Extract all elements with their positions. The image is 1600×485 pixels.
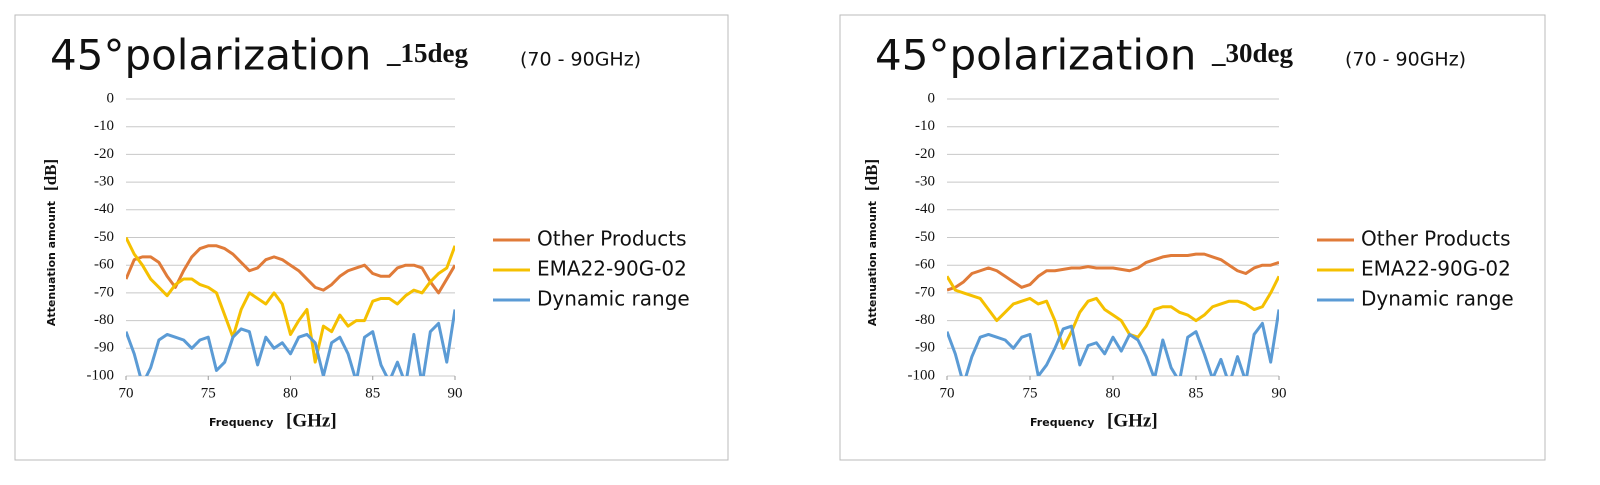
series-line — [947, 252, 1279, 292]
y-tick-label: -90 — [915, 340, 935, 356]
series-line — [947, 275, 1279, 350]
panel-border — [839, 14, 1546, 461]
y-tick-label: -50 — [94, 229, 114, 245]
y-tick-label: -10 — [94, 118, 114, 134]
y-tick-label: -50 — [915, 229, 935, 245]
y-tick-label: -100 — [87, 367, 115, 383]
y-axis-unit: [dB] — [41, 159, 60, 191]
legend-label: Dynamic range — [1361, 287, 1514, 311]
y-tick-label: -30 — [94, 174, 114, 190]
y-tick-label: 0 — [107, 90, 115, 106]
y-axis-label-text: Attenuation amount — [45, 201, 58, 326]
y-tick-label: -30 — [915, 174, 935, 190]
x-tick-label: 80 — [283, 385, 298, 401]
series-line — [126, 244, 455, 295]
legend-label: EMA22-90G-02 — [1361, 257, 1511, 281]
y-axis-unit: [dB] — [862, 159, 881, 191]
x-axis-label: Frequency — [1030, 416, 1094, 429]
panel-border — [14, 14, 729, 461]
y-axis-label-text: Attenuation amount — [866, 201, 879, 326]
x-tick-label: 90 — [1272, 385, 1287, 401]
y-axis-label: Attenuation amount [dB] — [41, 159, 60, 326]
legend-label: Dynamic range — [537, 287, 690, 311]
x-tick-label: 70 — [119, 385, 134, 401]
x-tick-label: 85 — [1189, 385, 1204, 401]
y-tick-label: 0 — [928, 90, 936, 106]
y-tick-label: -40 — [915, 201, 935, 217]
y-axis-label: Attenuation amount [dB] — [862, 159, 881, 326]
y-tick-label: -100 — [908, 367, 936, 383]
y-tick-label: -80 — [915, 312, 935, 328]
x-tick-label: 90 — [448, 385, 463, 401]
chart-subtitle: (70 - 90GHz) — [520, 49, 641, 71]
y-tick-label: -10 — [915, 118, 935, 134]
legend-label: Other Products — [537, 227, 687, 251]
plot-lines — [947, 252, 1279, 376]
x-tick-label: 80 — [1106, 385, 1121, 401]
chart-title: 45°polarization — [50, 31, 371, 80]
x-axis-unit: [GHz] — [1107, 410, 1158, 431]
x-tick-label: 70 — [940, 385, 955, 401]
legend-label: Other Products — [1361, 227, 1511, 251]
y-tick-label: -40 — [94, 201, 114, 217]
y-tick-label: -70 — [94, 284, 114, 300]
y-tick-label: -90 — [94, 340, 114, 356]
y-tick-label: -80 — [94, 312, 114, 328]
series-line — [126, 236, 455, 364]
chart-subtitle: (70 - 90GHz) — [1345, 49, 1466, 71]
x-axis-label: Frequency — [209, 416, 273, 429]
series-line — [126, 309, 455, 376]
x-tick-label: 75 — [1023, 385, 1038, 401]
x-tick-label: 75 — [201, 385, 216, 401]
x-tick-label: 85 — [365, 385, 380, 401]
chart-title-suffix: _30deg — [1211, 38, 1294, 68]
y-tick-label: -20 — [915, 146, 935, 162]
x-axis-unit: [GHz] — [286, 410, 337, 431]
legend-label: EMA22-90G-02 — [537, 257, 687, 281]
chart-title-suffix: _15deg — [386, 38, 469, 68]
y-tick-label: -70 — [915, 284, 935, 300]
chart-title: 45°polarization — [875, 31, 1196, 80]
y-tick-label: -60 — [94, 257, 114, 273]
y-tick-label: -20 — [94, 146, 114, 162]
series-line — [947, 309, 1279, 376]
plot-lines — [126, 236, 455, 376]
y-tick-label: -60 — [915, 257, 935, 273]
